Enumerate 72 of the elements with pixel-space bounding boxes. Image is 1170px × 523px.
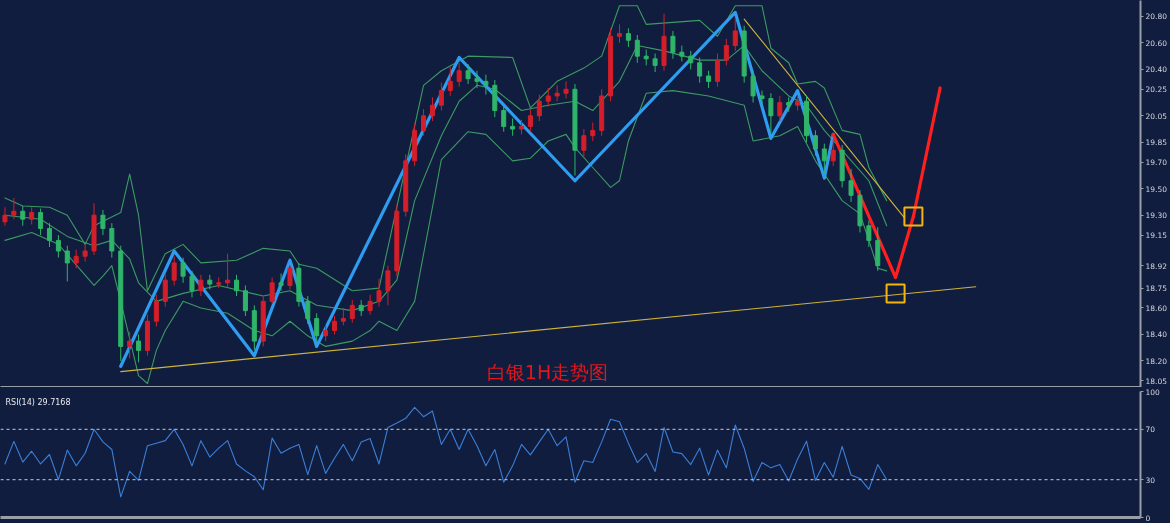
candlestick	[11, 197, 17, 220]
candlestick	[545, 87, 551, 108]
candlestick	[759, 90, 765, 106]
candlestick	[812, 129, 818, 157]
candlestick	[385, 265, 391, 306]
candlestick	[830, 139, 836, 167]
candlestick	[465, 63, 471, 85]
candlestick	[723, 38, 729, 66]
line-series	[831, 86, 942, 280]
candlestick	[2, 206, 8, 227]
candlestick	[109, 222, 115, 259]
candlestick	[136, 333, 142, 363]
candlestick	[421, 108, 427, 137]
candlestick	[171, 255, 177, 286]
candlestick	[697, 56, 703, 84]
candlestick	[162, 273, 168, 308]
candlestick	[554, 84, 560, 102]
candlestick	[225, 253, 231, 288]
candlestick	[242, 284, 248, 317]
candlestick	[82, 243, 88, 263]
candlestick	[483, 74, 489, 96]
candlestick	[367, 294, 373, 316]
candlestick	[429, 96, 435, 122]
candlestick	[581, 128, 587, 158]
candlestick	[474, 70, 480, 89]
candlestick	[848, 168, 854, 203]
candlestick	[287, 265, 293, 290]
candlestick	[501, 104, 507, 133]
candlestick	[438, 82, 444, 111]
text: RSI(14) 29.7168	[5, 397, 71, 407]
candlestick	[314, 312, 320, 342]
candlestick	[376, 278, 382, 308]
candlestick	[616, 23, 622, 44]
candlestick	[198, 274, 204, 297]
candlestick	[278, 273, 284, 292]
candlestick	[127, 331, 133, 359]
candlestick	[55, 234, 61, 259]
candlestick	[20, 205, 26, 227]
candlestick	[625, 27, 631, 48]
candlestick	[634, 34, 640, 64]
candlestick	[189, 270, 195, 298]
line-series	[4, 90, 888, 385]
candlestick	[64, 245, 70, 282]
candlestick	[527, 108, 533, 133]
text: 白银1H走势图	[486, 360, 609, 383]
candlestick	[153, 294, 159, 328]
candlestick	[563, 80, 569, 100]
candlestick	[670, 30, 676, 60]
candlestick	[536, 94, 542, 122]
candlestick	[73, 249, 79, 269]
candlestick	[46, 222, 52, 248]
candlestick	[732, 17, 738, 52]
candlestick	[331, 315, 337, 335]
candlestick	[100, 209, 106, 236]
candlestick	[777, 95, 783, 122]
candlestick	[866, 220, 872, 248]
candlestick	[652, 53, 658, 73]
candlestick	[590, 121, 596, 142]
candlestick	[305, 295, 311, 325]
candlestick	[750, 70, 756, 104]
candlestick	[349, 299, 355, 324]
candlestick	[456, 62, 462, 88]
candlestick	[180, 257, 186, 284]
candlestick	[38, 208, 44, 236]
candlestick	[714, 53, 720, 88]
candlestick	[447, 66, 453, 97]
candlestick	[234, 274, 240, 297]
line-series	[4, 406, 888, 498]
candlestick	[821, 143, 827, 174]
candlestick	[269, 277, 275, 305]
candlestick	[768, 92, 774, 134]
candlestick	[688, 50, 694, 70]
